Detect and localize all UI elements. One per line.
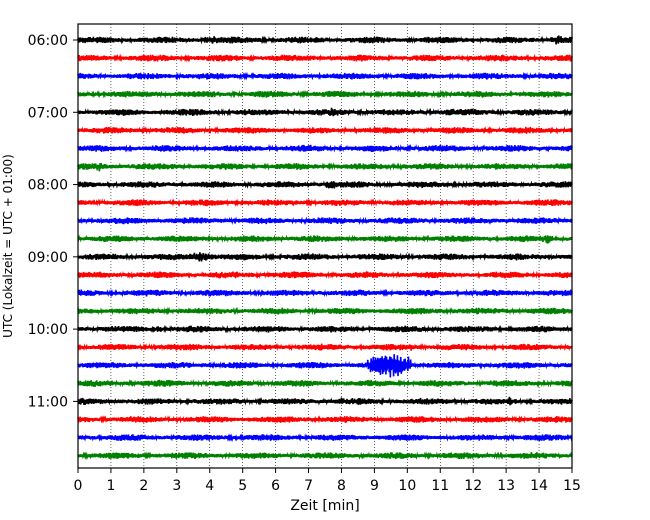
trace-line: [77, 433, 573, 442]
x-tick-label: 15: [563, 478, 581, 494]
x-tick-label: 10: [398, 478, 416, 494]
trace-line: [77, 35, 573, 45]
x-tick-label: 3: [172, 478, 181, 494]
trace-line: [77, 288, 573, 298]
x-tick-label: 14: [530, 478, 548, 494]
trace-line: [77, 451, 573, 461]
x-tick-label: 12: [464, 478, 482, 494]
y-tick-label: 07:00: [28, 105, 68, 121]
x-tick-label: 13: [497, 478, 515, 494]
y-tick-label: 09:00: [28, 250, 68, 266]
trace-line: [77, 379, 573, 388]
x-tick-label: 2: [139, 478, 148, 494]
trace-line: [77, 107, 573, 117]
x-tick-label: 11: [431, 478, 449, 494]
trace-line: [77, 89, 573, 99]
trace-line: [77, 234, 573, 244]
trace-line: [77, 216, 573, 225]
x-tick-label: 0: [74, 478, 83, 494]
trace-line: [77, 143, 573, 153]
trace-line: [77, 125, 573, 135]
trace-line: [77, 162, 573, 172]
x-tick-label: 4: [205, 478, 214, 494]
traces: [77, 35, 573, 461]
trace-line: [77, 342, 573, 352]
trace-line: [77, 252, 573, 262]
trace-line: [77, 324, 573, 334]
trace-line: [77, 180, 573, 189]
y-axis-label: UTC (Lokalzeit = UTC + 01:00): [1, 154, 15, 338]
plot-frame: [77, 23, 573, 469]
trace-line: [77, 306, 573, 316]
y-tick-label: 11:00: [28, 394, 68, 410]
y-tick-label: 06:00: [28, 33, 68, 49]
x-axis: 0 1 2 3 4 5 6 7 8 9 10 11 12 13 14 15: [74, 468, 581, 494]
x-tick-label: 5: [238, 478, 247, 494]
y-tick-label: 10:00: [28, 322, 68, 338]
trace-line: [77, 396, 573, 406]
x-tick-label: 9: [370, 478, 379, 494]
trace-line: [77, 354, 573, 378]
grid: [110, 24, 540, 468]
x-tick-label: 1: [106, 478, 115, 494]
trace-line: [77, 198, 573, 207]
trace-line: [77, 53, 573, 63]
x-tick-label: 6: [271, 478, 280, 494]
trace-line: [77, 71, 573, 81]
y-axis: 06:00 07:00 08:00 09:00 10:00 11:00: [28, 33, 78, 410]
trace-line: [77, 270, 573, 280]
x-tick-label: 7: [304, 478, 313, 494]
y-tick-label: 08:00: [28, 178, 68, 194]
x-tick-label: 8: [337, 478, 346, 494]
x-axis-label: Zeit [min]: [290, 498, 359, 514]
trace-line: [77, 415, 573, 424]
